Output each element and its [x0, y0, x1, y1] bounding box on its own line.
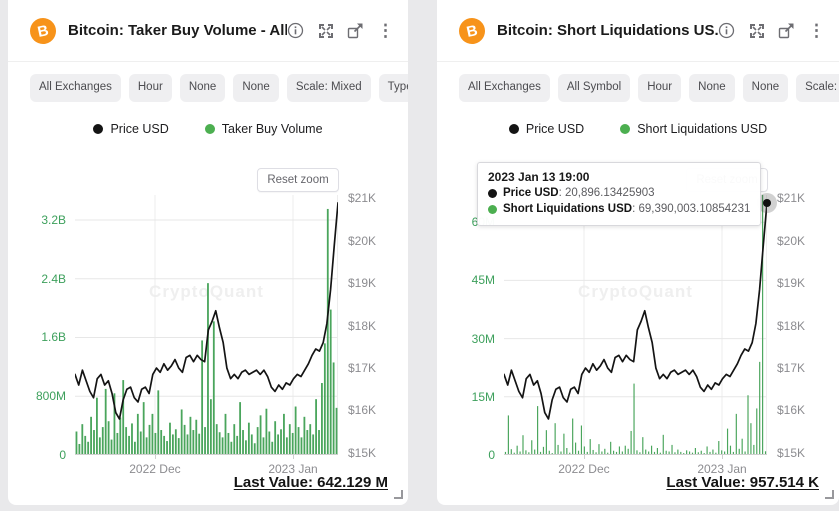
filter-chips: All Exchanges Hour None None Scale: Mixe…: [8, 74, 408, 102]
y-axis-right-tick: $19K: [777, 276, 806, 291]
chip-indicator-2[interactable]: None: [742, 74, 789, 102]
y-axis-right-tick: $16K: [777, 403, 806, 418]
y-axis-left-tick: 15M: [471, 389, 495, 404]
chart-area: CryptoQuant 0 800M 1.6B 2.4B 3.2B $15K $16K $17…: [8, 0, 408, 505]
y-axis-left-tick: 3.2B: [41, 212, 66, 227]
legend-item-metric[interactable]: Short Liquidations USD: [620, 122, 767, 136]
filter-chips: All Exchanges All Symbol Hour None None …: [437, 74, 839, 102]
chip-interval[interactable]: Hour: [638, 74, 682, 102]
hover-point-dot: [763, 198, 771, 207]
chart-legend: Price USD Short Liquidations USD: [437, 122, 839, 136]
y-axis-right-tick: $19K: [348, 276, 377, 291]
y-axis-left-tick: 30M: [471, 331, 495, 346]
y-axis-right-tick: $18K: [348, 318, 377, 333]
y-axis-left-tick: 1.6B: [41, 330, 66, 345]
tooltip-dot-black: [488, 189, 497, 199]
panel-title: Bitcoin: Short Liquidations US...: [497, 22, 718, 39]
panel-header: B Bitcoin: Short Liquidations US... ⋮: [437, 0, 839, 62]
x-axis-tick: 2022 Dec: [558, 462, 610, 476]
legend-item-price[interactable]: Price USD: [93, 122, 169, 136]
panel-title: Bitcoin: Taker Buy Volume - All...: [68, 22, 287, 39]
chip-indicator-1[interactable]: None: [179, 74, 226, 102]
x-axis-tick: 2023 Jan: [697, 462, 747, 476]
x-axis-tick: 2023 Jan: [268, 462, 318, 476]
legend-item-price[interactable]: Price USD: [508, 122, 584, 136]
chart-area: CryptoQuant 015M30M45M60M$15K$16K$17K$18…: [437, 0, 839, 505]
y-axis-right-tick: $21K: [348, 191, 377, 206]
chip-interval[interactable]: Hour: [128, 74, 172, 102]
last-value: Last Value: 642.129 M: [233, 474, 388, 491]
y-axis-right-tick: $15K: [348, 445, 377, 460]
chart-panel-taker-buy-volume: B Bitcoin: Taker Buy Volume - All... ⋮ A…: [8, 0, 408, 505]
y-axis-right-tick: $18K: [777, 318, 806, 333]
chip-scale[interactable]: Scale: Mixed: [286, 74, 371, 102]
hover-point-marker: [757, 192, 777, 213]
last-value: Last Value: 957.514 K: [666, 474, 819, 491]
tooltip-timestamp: 2023 Jan 13 19:00: [488, 170, 590, 184]
reset-zoom-button[interactable]: Reset zoom: [257, 168, 339, 192]
kebab-menu-icon[interactable]: ⋮: [377, 21, 394, 40]
panel-header: B Bitcoin: Taker Buy Volume - All... ⋮: [8, 0, 408, 62]
fullscreen-icon[interactable]: [748, 22, 765, 39]
tooltip-dot-green: [488, 204, 497, 214]
x-axis-tick-mark: [293, 455, 295, 459]
y-axis-right-tick: $20K: [777, 233, 806, 248]
info-icon[interactable]: [287, 22, 304, 39]
panel-resize-handle[interactable]: [394, 490, 403, 499]
chart-panel-short-liquidations: B Bitcoin: Short Liquidations US... ⋮ Al…: [437, 0, 839, 505]
y-axis-left-tick: 0: [488, 448, 495, 462]
chip-symbol[interactable]: All Symbol: [557, 74, 631, 102]
chip-exchange[interactable]: All Exchanges: [459, 74, 550, 102]
y-axis-right-tick: $17K: [777, 361, 806, 376]
y-axis-left-tick: 2.4B: [41, 271, 66, 286]
legend-dot-green: [620, 124, 631, 134]
tooltip-row-liquidations: Short Liquidations USD: 69,390,003.10854…: [488, 202, 750, 218]
y-axis-right-tick: $17K: [348, 361, 377, 376]
fullscreen-icon[interactable]: [317, 22, 334, 39]
kebab-menu-icon[interactable]: ⋮: [808, 21, 825, 40]
x-axis-tick-mark: [154, 455, 156, 459]
resize-window-icon[interactable]: [778, 22, 795, 39]
y-axis-right-tick: $21K: [777, 191, 806, 206]
x-axis-tick: 2022 Dec: [129, 462, 181, 476]
panel-resize-handle[interactable]: [825, 490, 834, 499]
chip-exchange[interactable]: All Exchanges: [30, 74, 121, 102]
resize-window-icon[interactable]: [347, 22, 364, 39]
y-axis-right-tick: $16K: [348, 403, 377, 418]
chart-tooltip: 2023 Jan 13 19:00 Price USD: 20,896.1342…: [477, 162, 761, 226]
y-axis-left-tick: 0: [59, 448, 66, 462]
info-icon[interactable]: [718, 22, 735, 39]
price-volume-chart[interactable]: [75, 195, 338, 455]
chart-legend: Price USD Taker Buy Volume: [8, 122, 408, 136]
legend-dot-black: [93, 124, 104, 134]
y-axis-right-tick: $20K: [348, 233, 377, 248]
chip-type[interactable]: Type: Bar: [378, 74, 408, 102]
legend-dot-green: [204, 124, 215, 134]
x-axis-tick-mark: [722, 455, 724, 459]
y-axis-left-tick: 800M: [35, 389, 66, 404]
y-axis-right-tick: $15K: [777, 445, 806, 460]
tooltip-row-price: Price USD: 20,896.13425903: [488, 186, 750, 202]
price-liquidations-chart[interactable]: [504, 195, 767, 455]
x-axis-tick-mark: [583, 455, 585, 459]
legend-item-metric[interactable]: Taker Buy Volume: [204, 122, 323, 136]
y-axis-left-tick: 45M: [471, 273, 495, 288]
chip-indicator-2[interactable]: None: [233, 74, 279, 102]
legend-dot-black: [508, 124, 519, 134]
chip-scale[interactable]: Scale: Mixed: [796, 74, 839, 102]
chip-indicator-1[interactable]: None: [689, 74, 735, 102]
